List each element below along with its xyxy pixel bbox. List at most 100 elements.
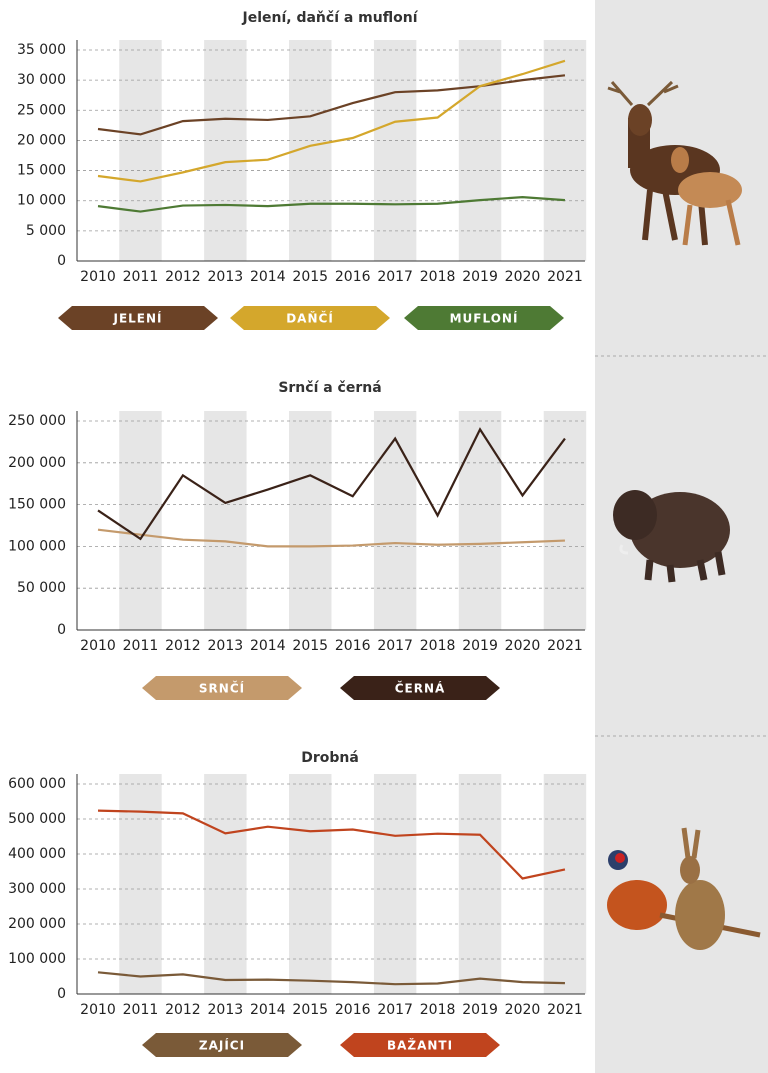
y-tick-label: 100 000 <box>8 538 66 554</box>
y-tick-label: 5 000 <box>26 223 66 239</box>
band <box>119 40 162 261</box>
y-tick-label: 500 000 <box>8 811 66 827</box>
x-tick-label: 2019 <box>462 269 498 285</box>
line <box>97 195 566 213</box>
x-tick-label: 2013 <box>208 1002 244 1018</box>
line <box>97 971 565 986</box>
deer-illustration <box>607 80 742 246</box>
x-tick-label: 2017 <box>377 638 413 654</box>
y-tick-label: 0 <box>57 253 66 269</box>
y-tick-label: 600 000 <box>8 776 66 792</box>
line <box>97 59 566 183</box>
y-tick-label: 300 000 <box>8 881 66 897</box>
y-tick-label: 20 000 <box>17 132 66 148</box>
band <box>543 411 587 630</box>
x-tick-label: 2011 <box>123 1002 159 1018</box>
x-tick-label: 2014 <box>250 269 286 285</box>
band <box>204 411 247 630</box>
band <box>543 40 587 261</box>
band <box>119 411 162 630</box>
x-tick-label: 2018 <box>420 1002 456 1018</box>
band <box>289 411 332 630</box>
x-tick-label: 2010 <box>80 269 116 285</box>
band <box>458 411 502 630</box>
boar-illustration <box>613 490 730 583</box>
y-tick-label: 30 000 <box>17 72 66 88</box>
y-tick-label: 150 000 <box>8 497 66 513</box>
line <box>97 809 566 880</box>
y-tick-label: 400 000 <box>8 846 66 862</box>
x-tick-label: 2017 <box>377 269 413 285</box>
x-tick-label: 2021 <box>547 1002 583 1018</box>
x-tick-label: 2019 <box>462 638 498 654</box>
x-tick-label: 2011 <box>123 638 159 654</box>
chart-title: Srnčí a černá <box>278 380 381 396</box>
x-tick-label: 2013 <box>208 269 244 285</box>
band <box>373 774 417 994</box>
line <box>97 427 566 541</box>
x-tick-label: 2014 <box>250 1002 286 1018</box>
band <box>458 774 502 994</box>
legend-label: MUFLONÍ <box>450 311 519 326</box>
x-tick-label: 2015 <box>292 269 328 285</box>
x-tick-label: 2016 <box>335 638 371 654</box>
y-tick-label: 25 000 <box>17 102 66 118</box>
band <box>204 774 247 994</box>
band <box>543 774 587 994</box>
y-tick-label: 200 000 <box>8 916 66 932</box>
band <box>204 40 247 261</box>
x-tick-label: 2010 <box>80 1002 116 1018</box>
legend-swatch <box>142 676 302 700</box>
band <box>119 774 162 994</box>
x-tick-label: 2015 <box>292 1002 328 1018</box>
legend-swatch <box>340 676 500 700</box>
y-tick-label: 200 000 <box>8 455 66 471</box>
x-tick-label: 2010 <box>80 638 116 654</box>
band <box>458 40 502 261</box>
x-tick-label: 2012 <box>165 1002 201 1018</box>
legend-swatch <box>404 306 564 330</box>
x-tick-label: 2019 <box>462 1002 498 1018</box>
y-tick-label: 100 000 <box>8 951 66 967</box>
x-tick-label: 2018 <box>420 269 456 285</box>
band <box>289 774 332 994</box>
y-tick-label: 10 000 <box>17 193 66 209</box>
x-tick-label: 2014 <box>250 638 286 654</box>
x-tick-label: 2021 <box>547 638 583 654</box>
y-tick-label: 0 <box>57 622 66 638</box>
x-tick-label: 2018 <box>420 638 456 654</box>
legend-label: JELENÍ <box>112 311 162 326</box>
band <box>373 40 417 261</box>
y-tick-label: 50 000 <box>17 580 66 596</box>
legend-label: SRNČÍ <box>199 681 245 696</box>
x-tick-label: 2020 <box>505 638 541 654</box>
chart-title: Drobná <box>301 750 359 766</box>
x-tick-label: 2020 <box>505 1002 541 1018</box>
chart-title: Jelení, daňčí a mufloní <box>242 10 419 26</box>
x-tick-label: 2021 <box>547 269 583 285</box>
x-tick-label: 2011 <box>123 269 159 285</box>
y-tick-label: 15 000 <box>17 163 66 179</box>
legend-swatch <box>340 1033 500 1057</box>
x-tick-label: 2016 <box>335 269 371 285</box>
y-tick-label: 0 <box>57 986 66 1002</box>
x-tick-label: 2020 <box>505 269 541 285</box>
x-tick-label: 2017 <box>377 1002 413 1018</box>
pheasant-hare-illustration <box>607 827 761 950</box>
x-tick-label: 2013 <box>208 638 244 654</box>
legend-swatch <box>142 1033 302 1057</box>
legend-label: BAŽANTI <box>387 1038 453 1053</box>
legend-label: ZAJÍCI <box>199 1038 245 1053</box>
x-tick-label: 2015 <box>292 638 328 654</box>
x-tick-label: 2016 <box>335 1002 371 1018</box>
y-tick-label: 35 000 <box>17 42 66 58</box>
x-tick-label: 2012 <box>165 638 201 654</box>
x-tick-label: 2012 <box>165 269 201 285</box>
legend-label: ČERNÁ <box>395 681 446 696</box>
line <box>97 528 565 548</box>
legend-label: DAŇČÍ <box>286 311 334 326</box>
legend-swatch <box>58 306 218 330</box>
band <box>373 411 417 630</box>
y-tick-label: 250 000 <box>8 413 66 429</box>
